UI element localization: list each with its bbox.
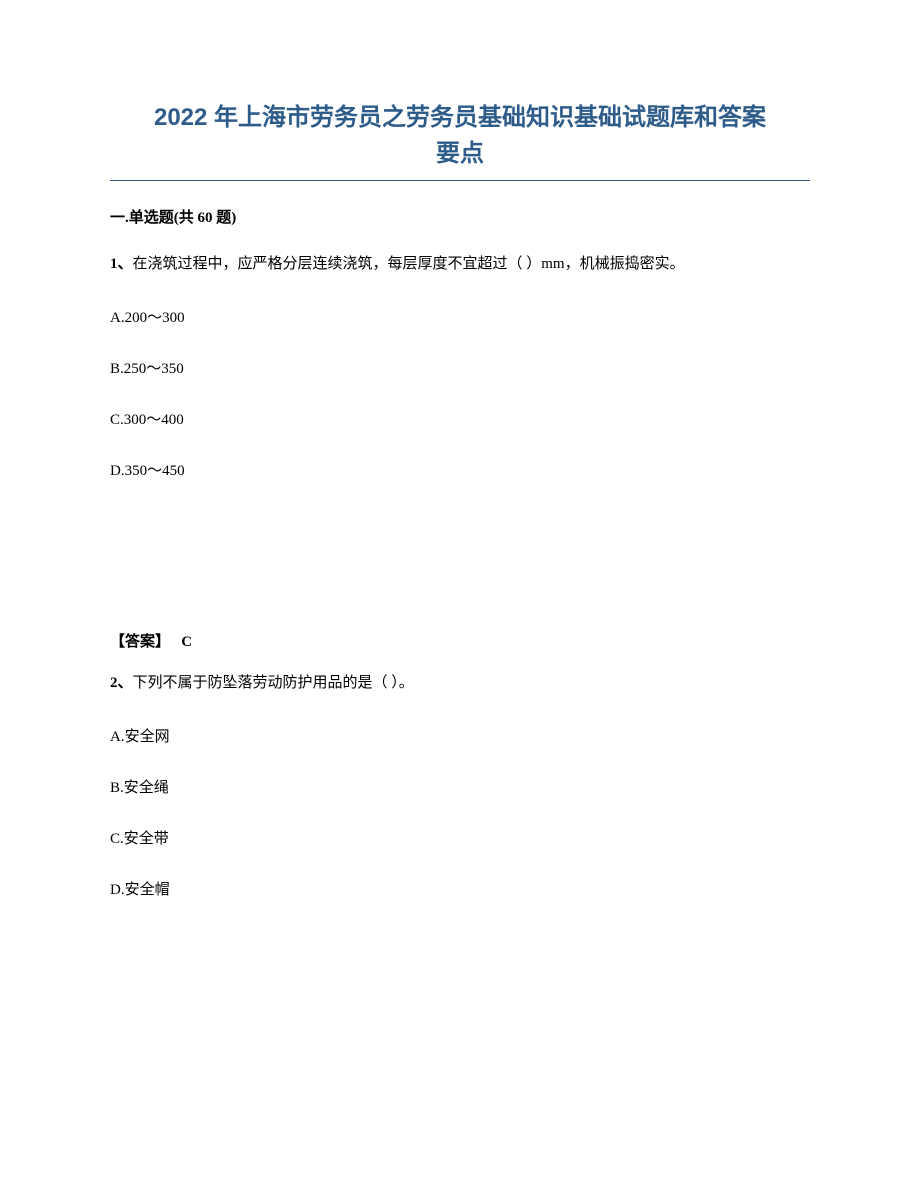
question-2-number: 2、 [110, 675, 133, 691]
title-line-2: 要点 [110, 136, 810, 172]
question-2-option-b: B.安全绳 [110, 776, 810, 797]
question-1-text: 1、在浇筑过程中，应严格分层连续浇筑，每层厚度不宜超过（ ）mm，机械振捣密实。 [110, 252, 810, 276]
question-1-option-b: B.250～350 [110, 357, 810, 378]
question-1-body: 在浇筑过程中，应严格分层连续浇筑，每层厚度不宜超过（ ）mm，机械振捣密实。 [133, 256, 685, 272]
title-underline [110, 180, 810, 181]
question-1-option-c: C.300～400 [110, 408, 810, 429]
question-1-option-d: D.350～450 [110, 459, 810, 480]
document-title: 2022 年上海市劳务员之劳务员基础知识基础试题库和答案 要点 [110, 100, 810, 172]
question-2-text: 2、下列不属于防坠落劳动防护用品的是（ ）。 [110, 671, 810, 695]
question-2-option-a: A.安全网 [110, 725, 810, 746]
question-2-body: 下列不属于防坠落劳动防护用品的是（ ）。 [133, 675, 414, 691]
answer-gap-1 [110, 510, 810, 630]
question-1-option-a: A.200～300 [110, 306, 810, 327]
title-line-1: 2022 年上海市劳务员之劳务员基础知识基础试题库和答案 [110, 100, 810, 136]
answer-value: C [181, 634, 192, 650]
section-header: 一.单选题(共 60 题) [110, 206, 810, 227]
question-2-option-d: D.安全帽 [110, 878, 810, 899]
question-1-answer: 【答案】 C [110, 630, 810, 651]
question-1-number: 1、 [110, 256, 133, 272]
question-2-option-c: C.安全带 [110, 827, 810, 848]
answer-label-text: 【答案】 [110, 634, 170, 650]
